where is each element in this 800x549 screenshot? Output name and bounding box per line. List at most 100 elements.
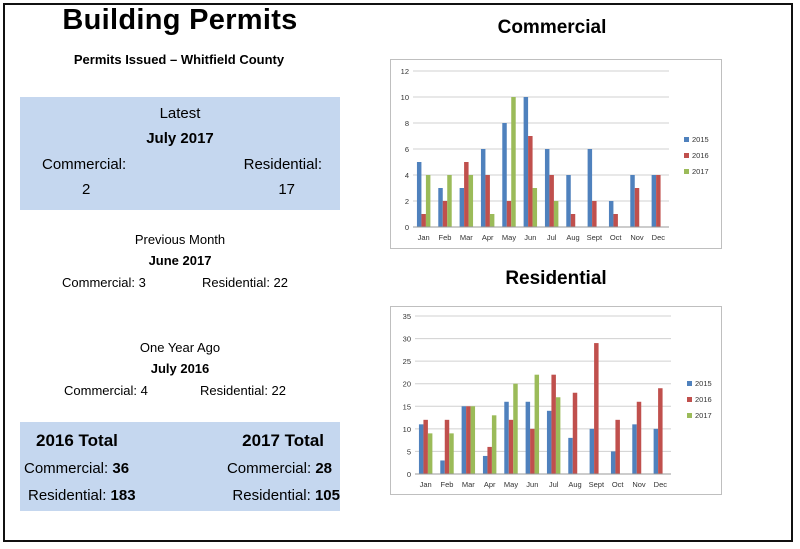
commercial-bar-2016 (528, 136, 533, 227)
commercial-x-tick-label: Apr (482, 233, 494, 242)
residential-legend-swatch-2017 (687, 413, 692, 418)
commercial-bar-2015 (523, 97, 529, 227)
residential-x-tick-label: Aug (568, 480, 581, 489)
residential-bar-2016 (658, 388, 663, 474)
commercial-bar-2016 (634, 188, 640, 227)
commercial-y-tick-label: 2 (405, 197, 409, 206)
total-2017-residential-value: 105 (314, 487, 340, 504)
commercial-x-tick-label: Jan (418, 233, 430, 242)
previous-month: June 2017 (148, 253, 212, 268)
residential-bar-2016 (530, 428, 535, 474)
total-2017-commercial: Commercial: 28 (227, 460, 332, 477)
commercial-bar-2017 (425, 175, 431, 227)
page-frame (3, 3, 793, 542)
residential-x-tick-label: May (504, 480, 518, 489)
total-2016-residential: Residential: 183 (28, 487, 136, 504)
residential-bar-2016 (487, 446, 492, 474)
residential-bar-2017 (513, 383, 518, 474)
commercial-chart-title: Commercial (497, 17, 607, 38)
commercial-legend-swatch-2015 (684, 137, 689, 142)
residential-chart-svg: 0 5 10 15 20 25 30 35 Jan Feb Mar Apr May Jun Jul Aug Se… (403, 312, 712, 489)
residential-bar-2015 (504, 401, 509, 474)
commercial-bar-2015 (544, 149, 550, 227)
residential-bar-2017 (470, 406, 476, 474)
commercial-bar-2017 (532, 188, 538, 227)
residential-bar-2016 (594, 343, 599, 474)
residential-bar-2017 (427, 433, 433, 474)
total-2017-heading: 2017 Total (242, 431, 324, 450)
residential-x-tick-label: Dec (654, 480, 668, 489)
commercial-bar-2016 (592, 201, 597, 227)
residential-legend-swatch-2016 (687, 397, 692, 402)
commercial-bar-2015 (459, 188, 465, 227)
residential-bar-2017 (555, 397, 561, 474)
commercial-y-tick-label: 0 (405, 223, 409, 232)
residential-y-tick-label: 5 (407, 447, 411, 456)
latest-label: Latest (159, 105, 201, 122)
residential-x-tick-label: Nov (632, 480, 646, 489)
previous-month-panel: Previous Month June 2017 Commercial: 3 R… (20, 232, 340, 294)
commercial-bar-2016 (485, 175, 490, 227)
commercial-bar-2017 (511, 97, 516, 227)
commercial-bar-2015 (438, 188, 443, 227)
total-2017-commercial-value: 28 (315, 460, 332, 477)
total-2016-residential-value: 183 (110, 487, 136, 504)
commercial-bar-2016 (570, 214, 576, 227)
residential-chart-title: Residential (505, 268, 607, 289)
residential-bar-2015 (546, 410, 552, 474)
residential-y-tick-label: 35 (403, 312, 411, 321)
latest-month: July 2017 (146, 130, 214, 147)
commercial-x-tick-label: Feb (439, 233, 452, 242)
commercial-x-tick-label: Jun (524, 233, 536, 242)
latest-commercial-value: 2 (82, 181, 91, 198)
residential-bar-2015 (440, 460, 445, 474)
commercial-x-tick-label: Jul (547, 233, 557, 242)
commercial-bar-2016 (464, 162, 469, 227)
residential-legend-label-2016: 2016 (695, 395, 712, 404)
latest-residential-value: 17 (278, 181, 295, 198)
commercial-legend-swatch-2016 (684, 153, 689, 158)
commercial-x-tick-label: Dec (652, 233, 666, 242)
commercial-x-tick-label: Oct (610, 233, 623, 242)
residential-bar-2015 (568, 437, 573, 474)
commercial-bar-2017 (468, 175, 474, 227)
commercial-bar-2017 (553, 201, 559, 227)
residential-bar-2017 (449, 433, 454, 474)
commercial-bar-2017 (447, 175, 452, 227)
commercial-y-tick-label: 4 (405, 171, 409, 180)
residential-y-tick-label: 30 (403, 335, 411, 344)
latest-commercial-label: Commercial: (42, 156, 127, 173)
residential-x-tick-label: Apr (484, 480, 496, 489)
residential-legend-swatch-2015 (687, 381, 692, 386)
commercial-y-tick-label: 12 (401, 67, 409, 76)
year-ago-label: One Year Ago (139, 340, 221, 355)
year-ago-month: July 2016 (150, 361, 210, 376)
residential-bar-2015 (461, 406, 467, 474)
commercial-legend-label-2016: 2016 (692, 151, 709, 160)
previous-label: Previous Month (134, 232, 226, 247)
residential-y-tick-label: 0 (407, 470, 411, 479)
commercial-bar-2016 (506, 201, 512, 227)
commercial-bar-2016 (613, 214, 618, 227)
residential-y-tick-label: 20 (403, 380, 411, 389)
total-2016-commercial-value: 36 (112, 460, 130, 477)
residential-bar-2015 (610, 451, 616, 474)
residential-bar-2016 (572, 392, 578, 474)
residential-bar-2017 (491, 415, 497, 474)
residential-bar-2017 (534, 374, 540, 474)
commercial-bar-2015 (566, 175, 571, 227)
commercial-x-tick-label: Mar (460, 233, 473, 242)
residential-legend-label-2015: 2015 (695, 379, 712, 388)
commercial-bar-2015 (416, 162, 422, 227)
residential-x-tick-label: Sept (589, 480, 605, 489)
previous-residential: Residential: 22 (202, 275, 288, 290)
commercial-bar-2015 (630, 175, 635, 227)
latest-residential-label: Residential: (243, 156, 322, 173)
residential-bar-2016 (508, 419, 514, 474)
residential-bar-2015 (589, 428, 595, 474)
total-2017-residential-label: Residential: (232, 487, 315, 504)
commercial-bar-2016 (656, 175, 661, 227)
residential-bar-2016 (444, 419, 450, 474)
residential-x-tick-label: Jun (526, 480, 538, 489)
page-title: Building Permits (62, 4, 298, 36)
